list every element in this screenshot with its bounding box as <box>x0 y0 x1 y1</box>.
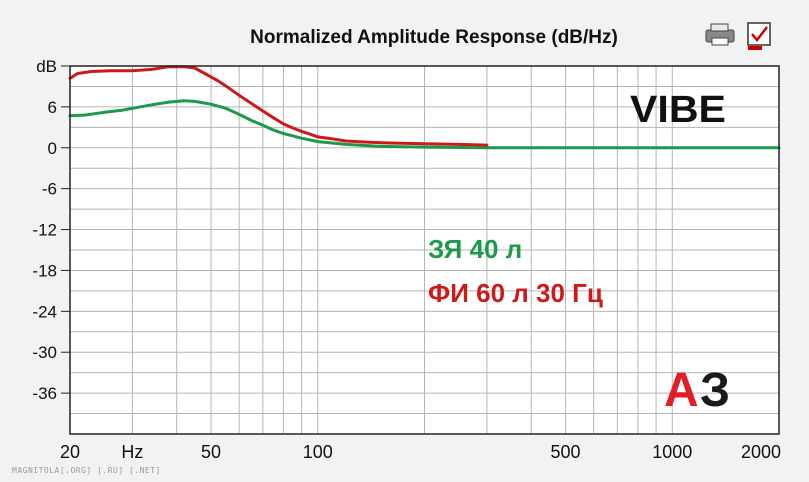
y-tick-label: dB <box>36 57 57 76</box>
x-tick-label: 50 <box>201 442 221 462</box>
y-tick-label: -30 <box>32 343 57 362</box>
a3-logo: А З <box>664 364 730 417</box>
x-tick-label: 1000 <box>652 442 692 462</box>
y-axis-tick-labels: dB 6 0 -6 -12 -18 -24 -30 -36 <box>32 57 70 403</box>
toolbar-icons <box>705 22 771 50</box>
series-layer <box>68 65 781 150</box>
y-tick-label: -18 <box>32 261 57 280</box>
y-tick-label: -24 <box>32 302 57 321</box>
y-tick-label: 0 <box>48 139 57 158</box>
logo-digit-3: З <box>700 364 730 417</box>
checklist-icon[interactable] <box>747 22 771 50</box>
x-tick-label: 20 <box>60 442 80 462</box>
y-tick-label: 6 <box>48 98 57 117</box>
watermark-text: MAGNITOLA[.ORG] [.RU] [.NET] <box>12 466 161 475</box>
x-tick-label: 2000 <box>741 442 781 462</box>
y-tick-label: -36 <box>32 384 57 403</box>
logo-letter-a: А <box>664 364 699 417</box>
chart-title: Normalized Amplitude Response (dB/Hz) <box>250 27 618 48</box>
y-tick-label: -12 <box>32 221 57 240</box>
plot-frame <box>69 65 780 435</box>
horizontal-gridlines <box>70 85 779 415</box>
x-tick-label: Hz <box>121 442 143 462</box>
x-axis-tick-labels: 20 Hz 50 100 500 1000 2000 <box>60 442 781 462</box>
x-tick-label: 500 <box>551 442 581 462</box>
legend-entry-bass-reflex: ФИ 60 л 30 Гц <box>428 278 603 308</box>
printer-icon[interactable] <box>705 23 735 46</box>
series-line <box>68 65 489 147</box>
y-tick-label: -6 <box>42 180 57 199</box>
legend-entry-sealed-box: ЗЯ 40 л <box>428 234 522 264</box>
x-tick-label: 100 <box>303 442 333 462</box>
brand-annotation: VIBE <box>630 89 726 131</box>
series-line <box>68 99 781 150</box>
